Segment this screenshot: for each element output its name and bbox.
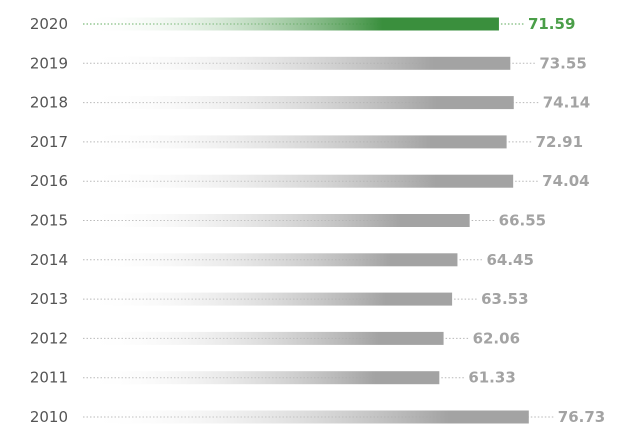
- category-label-2013: 2013: [30, 290, 68, 308]
- category-label-2019: 2019: [30, 54, 68, 72]
- bar-2018: [83, 96, 514, 110]
- bar-2013: [83, 292, 453, 306]
- bar-rows: 2020 71.59 2019 73.55 2018 74.14 2017 72.91 2016…: [30, 15, 605, 426]
- bar-2015: [83, 214, 470, 227]
- category-label-2018: 2018: [30, 94, 68, 112]
- category-label-2012: 2012: [30, 329, 68, 347]
- value-label-2017: 72.91: [536, 133, 583, 151]
- category-label-2015: 2015: [30, 212, 68, 230]
- category-label-2011: 2011: [30, 369, 68, 387]
- bar-2020: [83, 17, 499, 31]
- bar-2017: [83, 135, 507, 149]
- bar-2011: [83, 371, 440, 385]
- value-label-2010: 76.73: [558, 408, 605, 426]
- category-label-2020: 2020: [30, 15, 68, 33]
- bar-2019: [83, 56, 511, 70]
- value-label-2013: 63.53: [481, 290, 528, 308]
- bar-2014: [83, 253, 458, 267]
- bar-2012: [83, 331, 444, 345]
- value-label-2012: 62.06: [473, 329, 520, 347]
- category-label-2010: 2010: [30, 408, 68, 426]
- bar-2016: [83, 174, 514, 188]
- value-label-2016: 74.04: [542, 172, 589, 190]
- category-label-2014: 2014: [30, 251, 68, 269]
- category-label-2016: 2016: [30, 172, 68, 190]
- bar-2010: [83, 410, 529, 424]
- value-label-2020: 71.59: [528, 15, 575, 33]
- value-label-2014: 64.45: [486, 251, 533, 269]
- category-label-2017: 2017: [30, 133, 68, 151]
- value-label-2015: 66.55: [499, 212, 546, 230]
- value-label-2011: 61.33: [468, 369, 515, 387]
- value-label-2019: 73.55: [539, 54, 586, 72]
- value-label-2018: 74.14: [543, 94, 590, 112]
